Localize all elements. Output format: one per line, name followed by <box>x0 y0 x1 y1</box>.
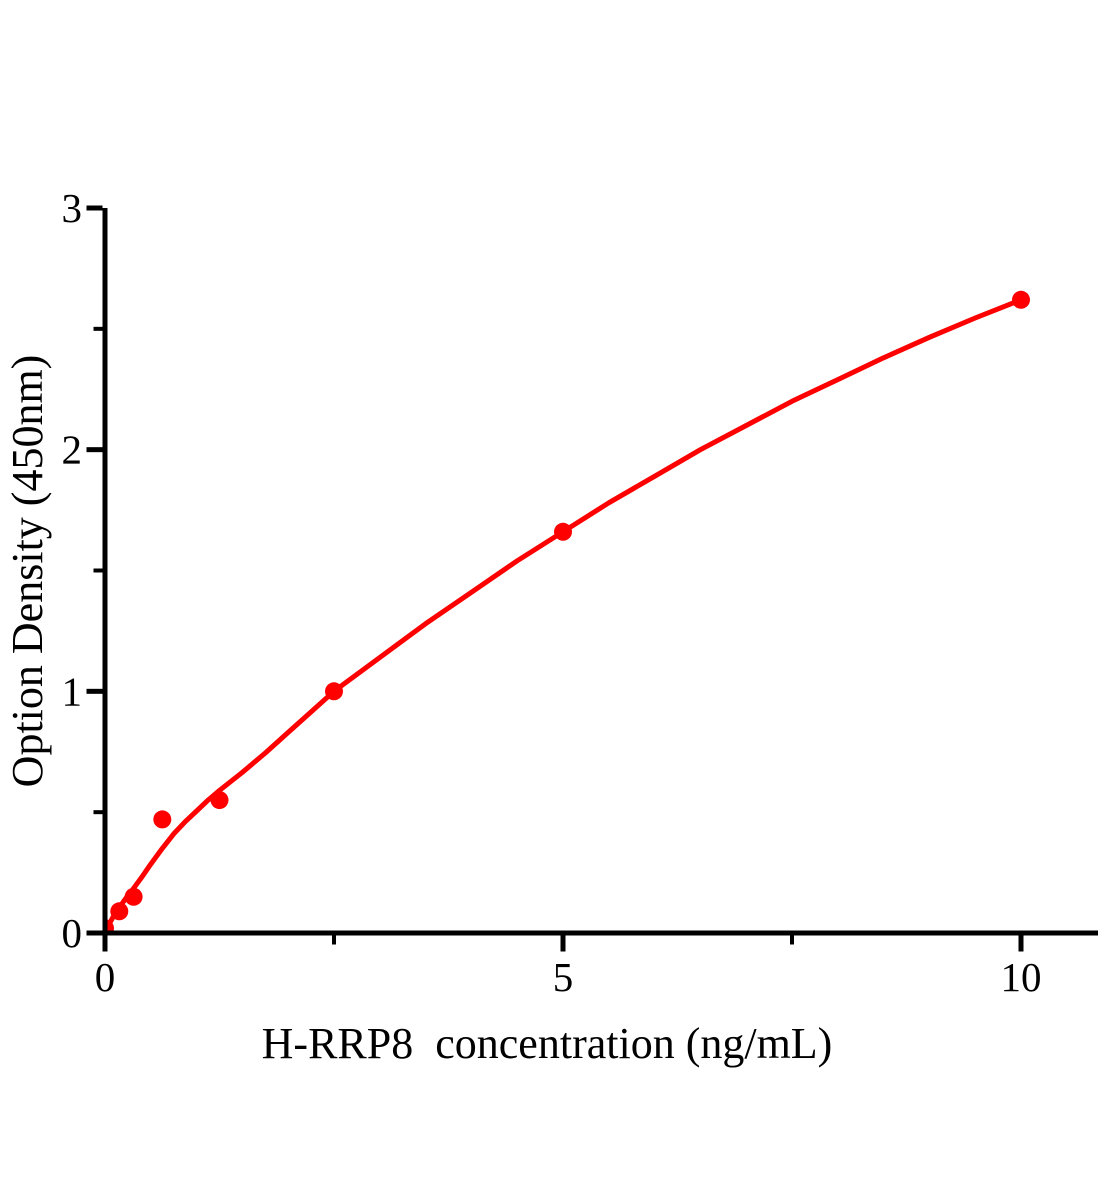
x-tick-label: 0 <box>95 954 116 1000</box>
x-tick-label: 10 <box>1001 954 1042 1000</box>
x-axis-title: H-RRP8 concentration (ng/mL) <box>262 1019 833 1068</box>
fit-curve-line <box>106 297 1024 933</box>
data-point-marker <box>325 682 343 701</box>
data-point-marker <box>210 791 229 810</box>
data-point-marker <box>554 522 572 541</box>
tick-label-layer: 0 5 10 0 1 2 3 <box>62 185 1042 1000</box>
y-tick-label: 1 <box>62 668 83 714</box>
data-point-marker <box>153 810 172 829</box>
data-point-marker <box>106 919 114 933</box>
data-point-marker <box>124 887 143 906</box>
data-series-layer <box>106 290 1030 933</box>
y-tick-label: 3 <box>62 185 83 231</box>
data-point-marker <box>110 902 129 921</box>
y-axis-title: Option Density (450nm) <box>3 355 52 788</box>
y-tick-label: 2 <box>62 427 83 473</box>
axes-layer <box>86 205 1098 952</box>
data-point-marker <box>1012 290 1030 309</box>
y-tick-label: 0 <box>62 910 83 956</box>
x-tick-label: 5 <box>553 954 574 1000</box>
